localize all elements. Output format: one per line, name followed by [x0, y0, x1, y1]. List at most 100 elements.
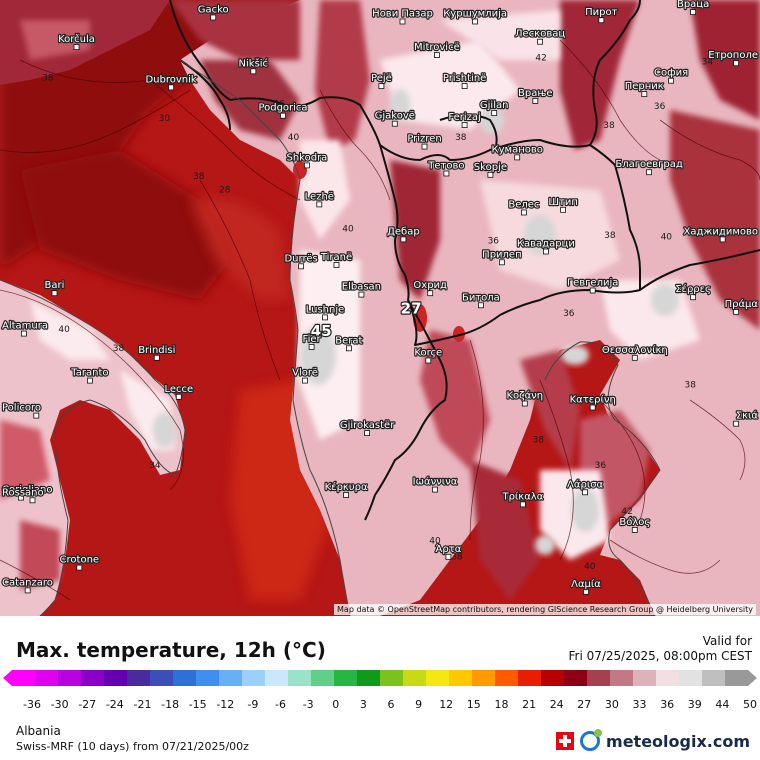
- city-dot-icon: [322, 314, 328, 321]
- city-label: Άρτα: [435, 543, 461, 555]
- city-marker[interactable]: Σέρρες: [674, 282, 712, 301]
- city-marker[interactable]: Κέρκυρα: [323, 480, 369, 498]
- city-marker[interactable]: Pejë: [370, 72, 393, 89]
- city-marker[interactable]: Gjirokastër: [339, 419, 396, 437]
- city-marker[interactable]: Тетово: [426, 159, 466, 177]
- city-marker[interactable]: Korçe: [413, 346, 443, 364]
- city-marker[interactable]: Brindisi: [137, 344, 177, 361]
- city-marker[interactable]: Кавадарци: [516, 237, 576, 255]
- city-marker[interactable]: Policoro: [1, 401, 42, 419]
- city-marker[interactable]: Велес: [507, 198, 541, 216]
- city-marker[interactable]: Gjakovë: [373, 109, 416, 127]
- lake-shkodra: [293, 161, 307, 179]
- city-label: Куршумлија: [443, 8, 507, 20]
- city-dot-icon: [461, 83, 468, 89]
- city-marker[interactable]: Άρτα: [434, 542, 463, 560]
- city-label: Vlorë: [292, 368, 318, 379]
- city-marker[interactable]: Κοζάνη: [505, 388, 544, 407]
- city-marker[interactable]: Нови Пазар: [371, 7, 434, 25]
- city-marker[interactable]: Mitrovicë: [413, 41, 461, 58]
- city-marker[interactable]: Битола: [461, 291, 501, 309]
- city-marker[interactable]: Λάρισα: [566, 477, 605, 496]
- city-marker[interactable]: Охрид: [412, 279, 448, 297]
- city-dot-icon: [302, 377, 308, 384]
- city-marker[interactable]: Tiranë: [319, 251, 353, 268]
- city-marker[interactable]: Τρίκαλα: [500, 489, 545, 508]
- city-marker[interactable]: Перник: [624, 80, 665, 97]
- city-marker[interactable]: Λαμία: [570, 577, 602, 595]
- temperature-map[interactable]: 38 30 36 40 28 38 42 34 36 38 38 40 36 38 40 40 38 36 38 38…: [0, 0, 760, 616]
- city-dot-icon: [168, 84, 175, 91]
- city-marker[interactable]: Rossano: [1, 486, 45, 504]
- brand-area[interactable]: meteologix.com: [556, 729, 750, 752]
- legend-panel: [0, 616, 760, 760]
- city-marker[interactable]: Lushnje: [305, 303, 345, 321]
- city-marker[interactable]: Лесковац: [514, 28, 567, 45]
- city-marker[interactable]: Prizren: [406, 132, 443, 150]
- city-label: Korçe: [414, 348, 442, 359]
- city-marker[interactable]: Gacko: [197, 3, 230, 21]
- city-marker[interactable]: Благоевград: [614, 158, 684, 176]
- city-marker[interactable]: Crotone: [58, 553, 100, 571]
- city-label: Dubrovnik: [145, 74, 196, 85]
- city-marker[interactable]: Corigliano: [1, 483, 54, 501]
- city-marker[interactable]: Gjilan: [479, 99, 510, 116]
- city-marker[interactable]: Altamura: [1, 319, 49, 337]
- city-marker[interactable]: Dubrovnik: [144, 73, 198, 91]
- brand-name[interactable]: meteologix.com: [606, 731, 750, 751]
- city-marker[interactable]: Shkodra: [285, 151, 329, 169]
- city-marker[interactable]: София: [653, 66, 689, 84]
- city-dot-icon: [445, 553, 452, 560]
- city-dot-icon: [733, 309, 739, 315]
- city-label: Gjakovë: [375, 111, 415, 122]
- city-marker[interactable]: Prishtinë: [442, 72, 488, 89]
- city-marker[interactable]: Durrës: [283, 252, 319, 270]
- city-marker[interactable]: Κατερίνη: [568, 392, 617, 411]
- isotherm-label: 38: [684, 380, 696, 390]
- isotherm-label: 42: [535, 54, 546, 64]
- city-marker[interactable]: Taranto: [69, 366, 110, 384]
- isotherm-label: 40: [288, 133, 300, 143]
- city-marker[interactable]: Lezhë: [303, 190, 335, 208]
- city-dot-icon: [631, 354, 638, 361]
- city-marker[interactable]: Врање: [517, 87, 554, 104]
- city-marker[interactable]: Bari: [43, 279, 66, 297]
- city-marker[interactable]: Catanzaro: [1, 576, 54, 594]
- city-marker[interactable]: Дебар: [386, 225, 421, 243]
- city-marker[interactable]: Vlorë: [291, 366, 319, 384]
- city-marker[interactable]: Fier: [301, 333, 323, 350]
- city-marker[interactable]: Пирот: [584, 6, 619, 24]
- color-scale-tick-label: -3: [303, 698, 314, 711]
- city-marker[interactable]: Куршумлија: [442, 6, 508, 25]
- color-scale-segment: [58, 670, 82, 686]
- city-dot-icon: [487, 171, 494, 178]
- map-attribution[interactable]: Map data © OpenStreetMap contributors, r…: [334, 604, 756, 615]
- city-label: Лесковац: [515, 29, 565, 40]
- city-marker[interactable]: Хаджидимово: [682, 225, 759, 243]
- city-marker[interactable]: Elbasan: [341, 280, 382, 298]
- city-marker[interactable]: Етрополе: [707, 49, 759, 67]
- city-marker[interactable]: Штип: [547, 196, 579, 213]
- city-marker[interactable]: Ferizaj: [447, 111, 482, 128]
- city-marker[interactable]: Гевгелија: [566, 275, 620, 294]
- city-label: Korčula: [58, 33, 95, 45]
- city-marker[interactable]: Σκιά: [733, 409, 760, 427]
- city-marker[interactable]: Ιωάννινα: [411, 474, 459, 493]
- city-marker[interactable]: Куманово: [490, 143, 544, 161]
- city-marker[interactable]: Βόλος: [618, 515, 651, 533]
- city-marker[interactable]: Πράμα: [723, 297, 760, 315]
- city-marker[interactable]: Враца: [676, 0, 710, 16]
- city-label: Битола: [462, 292, 500, 303]
- city-marker[interactable]: Korčula: [57, 32, 96, 50]
- city-marker[interactable]: Прилеп: [481, 248, 523, 266]
- isotherm-label: 42: [621, 507, 632, 517]
- city-marker[interactable]: Berat: [334, 334, 364, 352]
- city-marker[interactable]: Lecce: [163, 383, 194, 400]
- city-dot-icon: [498, 259, 505, 266]
- city-marker[interactable]: Podgorica: [257, 101, 309, 119]
- city-label: Гевгелија: [567, 277, 618, 289]
- city-marker[interactable]: Nikšić: [237, 56, 269, 75]
- color-scale-tick-label: 50: [743, 698, 757, 711]
- city-marker[interactable]: Skopje: [473, 161, 508, 178]
- city-marker[interactable]: Θεσσαλονίκη: [601, 343, 669, 361]
